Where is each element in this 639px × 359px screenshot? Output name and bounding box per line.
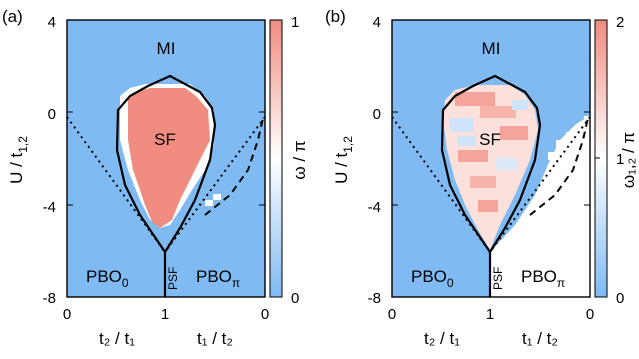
- panel-b-sf-speckles: [450, 92, 528, 212]
- panel-a-tag: (a): [2, 7, 23, 26]
- panel-b-speckle: [450, 118, 474, 132]
- panel-a-sf-boundary: [115, 74, 217, 253]
- panel-a-y-axis: 4 0 -4 -8 U / t1,2: [7, 14, 265, 307]
- panel-a-cbar-tick: 0: [291, 290, 299, 307]
- panel-a-cbar-label: ω / π: [290, 140, 309, 179]
- panel-b-ytick: -4: [368, 199, 381, 216]
- panel-b-pbopi-dashed: [529, 117, 589, 216]
- panel-b-label-pbopi: PBOπ: [521, 267, 565, 290]
- panel-b-ylabel: U / t1,2: [332, 136, 355, 184]
- panel-b-xtick: 0: [586, 306, 594, 323]
- panel-a-pbopi-dotted: [164, 116, 266, 253]
- panel-b-speckle: [512, 100, 528, 110]
- panel-a-xlabel-right: t₁ / t₂: [197, 329, 233, 348]
- panel-b-colorbar: 2 1 0 ω₁,₂ / π: [594, 14, 638, 307]
- panel-b-label-pbo0: PBO0: [411, 267, 454, 290]
- panel-b-pbopi-dotted: [489, 116, 591, 253]
- panel-b-cbar-label: ω₁,₂ / π: [619, 132, 638, 188]
- panel-b-speckle: [470, 176, 496, 188]
- panel-b-cbar-tick: 1: [616, 151, 624, 168]
- panel-b-ytick: 0: [373, 106, 381, 123]
- panel-a: (a) MI SF PBO0 PBOπ PSF: [2, 7, 309, 348]
- panel-a-label-pbopi: PBOπ: [196, 267, 240, 290]
- panel-b-speckle: [480, 106, 516, 118]
- panel-a-sf-region: [128, 88, 210, 228]
- panel-a-plot-area: [120, 84, 221, 228]
- panel-a-pbo0-dotted: [66, 116, 166, 253]
- panel-b-tag: (b): [325, 7, 346, 26]
- panel-b: (b): [325, 7, 638, 348]
- panel-a-ytick: -8: [43, 290, 56, 307]
- panel-b-sf-boundary: [440, 74, 542, 253]
- panel-b-label-psf: PSF: [491, 267, 505, 290]
- panel-a-xtick: 1: [161, 306, 169, 323]
- panel-a-label-psf: PSF: [166, 267, 180, 290]
- panel-a-ytick: 4: [48, 14, 56, 31]
- panel-a-pbopi-dashed: [204, 117, 264, 216]
- panel-b-x-axis: 0 1 0 t₂ / t₁ t₁ / t₂: [388, 291, 594, 348]
- panel-b-ytick: -8: [368, 290, 381, 307]
- panel-b-speckle: [496, 158, 518, 170]
- panel-b-cbar-tick: 2: [616, 14, 624, 31]
- panel-a-colorbar: 1 0 ω / π: [269, 14, 309, 307]
- panel-a-ylabel: U / t1,2: [7, 136, 30, 184]
- panel-a-xtick: 0: [63, 306, 71, 323]
- panel-b-speckle: [458, 150, 488, 162]
- panel-b-speckle: [478, 200, 498, 212]
- panel-a-colorbar-gradient: [269, 19, 283, 298]
- panel-b-y-axis: 4 0 -4 -8 U / t1,2: [332, 14, 590, 307]
- panel-b-xlabel-right: t₁ / t₂: [522, 329, 558, 348]
- panel-a-ytick: -4: [43, 199, 56, 216]
- panel-a-frame: [66, 19, 266, 298]
- panel-b-xtick: 1: [486, 306, 494, 323]
- panel-b-label-mi: MI: [482, 39, 501, 58]
- panel-b-cbar-tick: 0: [616, 290, 624, 307]
- panel-b-speckle: [500, 126, 528, 140]
- panel-a-fringe-pixel: [213, 194, 221, 200]
- panel-a-ytick: 0: [48, 106, 56, 123]
- panel-b-xlabel-left: t₂ / t₁: [424, 329, 460, 348]
- panel-a-xtick: 0: [261, 306, 269, 323]
- panel-a-label-sf: SF: [154, 130, 176, 149]
- panel-a-label-mi: MI: [157, 39, 176, 58]
- panel-a-x-axis: 0 1 0 t₂ / t₁ t₁ / t₂: [63, 291, 269, 348]
- panel-b-label-sf: SF: [479, 130, 501, 149]
- panel-b-frame: [391, 19, 591, 298]
- panel-b-pbo0-dotted: [391, 116, 491, 253]
- panel-a-label-pbo0: PBO0: [86, 267, 129, 290]
- panel-a-xlabel-left: t₂ / t₁: [99, 329, 135, 348]
- panel-b-speckle: [455, 92, 495, 106]
- panel-a-cbar-tick: 1: [291, 14, 299, 31]
- panel-b-speckle: [458, 136, 476, 146]
- panel-b-xtick: 0: [388, 306, 396, 323]
- panel-a-fringe-pixel: [205, 200, 213, 206]
- panel-b-ytick: 4: [373, 14, 381, 31]
